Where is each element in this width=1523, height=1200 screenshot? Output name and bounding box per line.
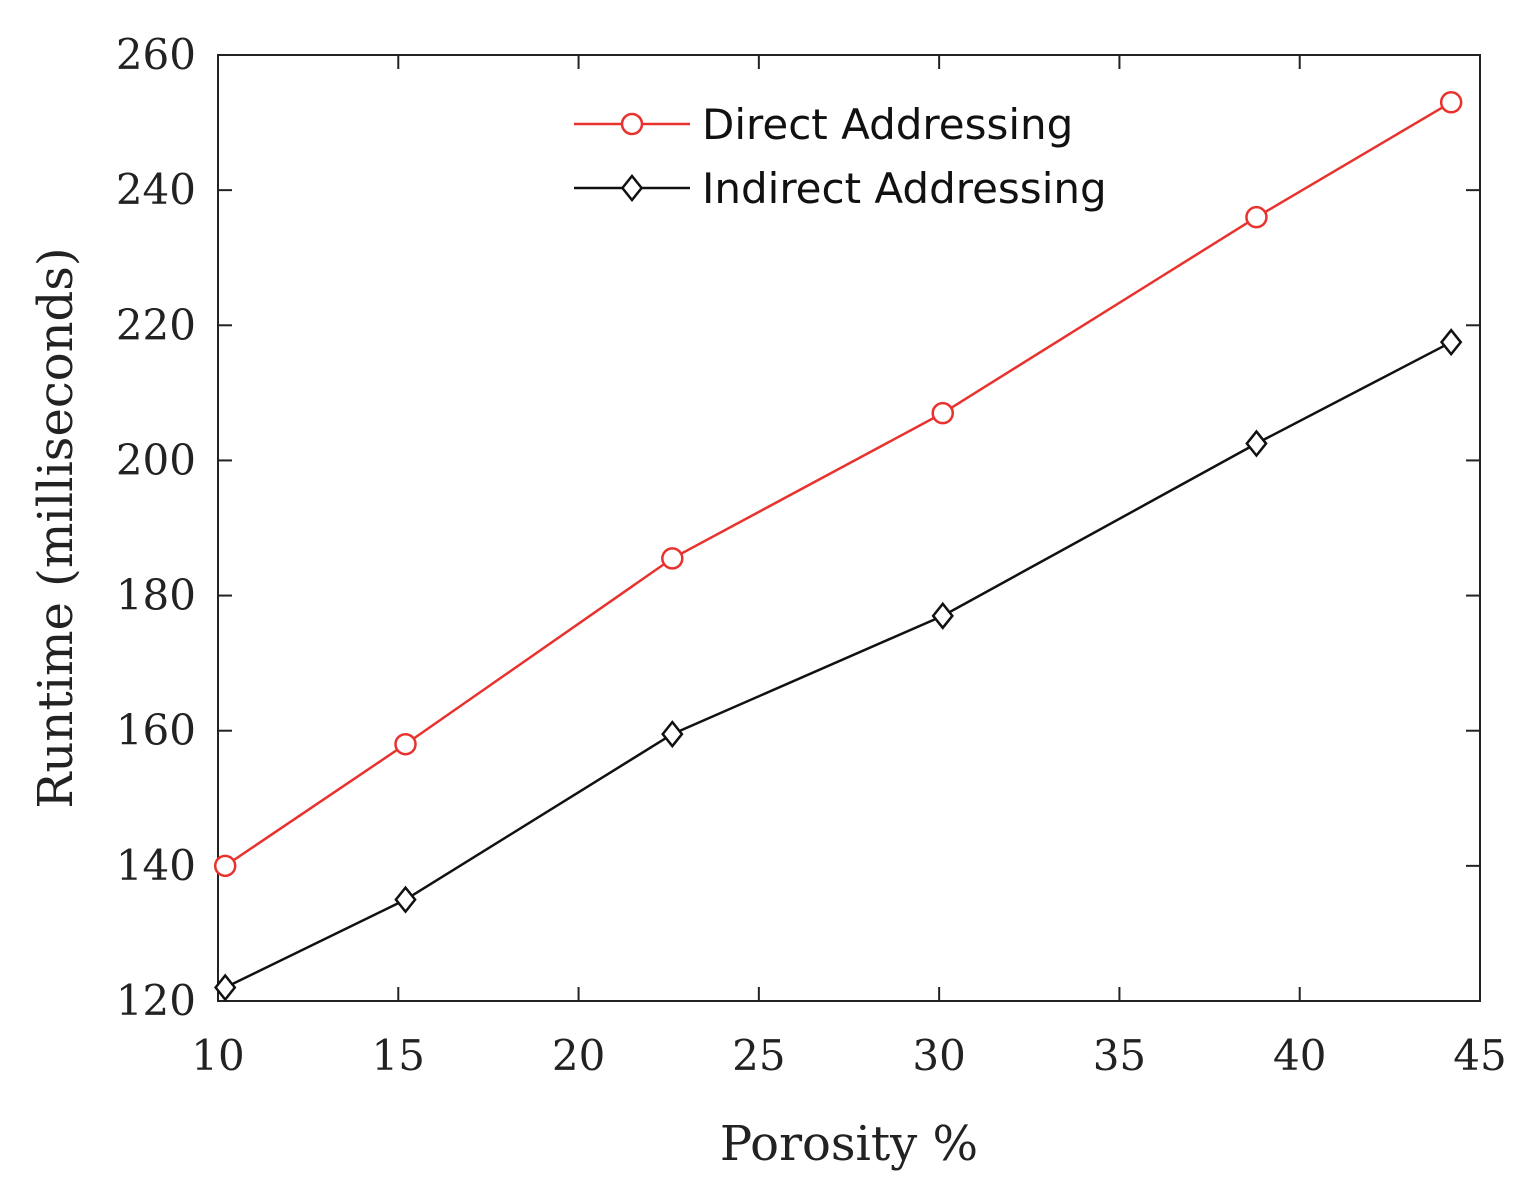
data-point xyxy=(394,732,417,756)
legend-label: Indirect Addressing xyxy=(702,164,1107,213)
y-tick-label: 240 xyxy=(116,165,196,214)
x-axis-title: Porosity % xyxy=(720,1116,978,1172)
series-line xyxy=(224,101,1452,867)
series-layer xyxy=(213,91,1463,1002)
series-line xyxy=(224,341,1452,989)
x-tick-label: 35 xyxy=(1093,1031,1146,1080)
x-tick-label: 20 xyxy=(552,1031,605,1080)
y-tick-label: 140 xyxy=(116,841,196,890)
x-tick-label: 45 xyxy=(1453,1031,1506,1080)
x-tick-label: 25 xyxy=(732,1031,785,1080)
x-tick-label: 15 xyxy=(372,1031,425,1080)
plot-frame xyxy=(217,54,1481,1002)
x-tick-label: 30 xyxy=(912,1031,965,1080)
y-tick-label: 260 xyxy=(116,30,196,79)
data-point xyxy=(1439,328,1463,357)
legend-marker xyxy=(620,173,644,203)
data-point xyxy=(1245,205,1268,229)
data-point xyxy=(931,401,954,425)
legend-item: Direct Addressing xyxy=(574,100,1073,149)
legend-label: Direct Addressing xyxy=(702,100,1073,149)
series-1 xyxy=(214,328,1463,1002)
y-tick-label: 220 xyxy=(116,300,196,349)
y-tick-label: 180 xyxy=(116,571,196,620)
legend-item: Indirect Addressing xyxy=(574,164,1107,213)
y-tick-label: 200 xyxy=(116,435,196,484)
data-point xyxy=(661,720,684,749)
data-point xyxy=(1439,91,1463,114)
y-tick-label: 160 xyxy=(116,706,196,755)
y-axis-title: Runtime (milliseconds) xyxy=(28,247,84,808)
x-tick-label: 10 xyxy=(191,1031,244,1080)
data-point xyxy=(214,973,237,1002)
legend-marker xyxy=(620,112,644,136)
data-point xyxy=(661,547,684,570)
y-tick-label: 120 xyxy=(116,976,196,1025)
legend: Direct Addressing Indirect Addressing xyxy=(574,100,1107,213)
data-point xyxy=(213,854,237,878)
axis-ticks: 10 15 20 25 30 35 40 45 120 140 160 180 200 220 240 260 xyxy=(116,30,1507,1080)
series-0 xyxy=(213,91,1463,878)
data-point xyxy=(931,601,954,630)
x-tick-label: 40 xyxy=(1273,1031,1326,1080)
data-point xyxy=(394,885,417,914)
data-point xyxy=(1245,429,1268,458)
